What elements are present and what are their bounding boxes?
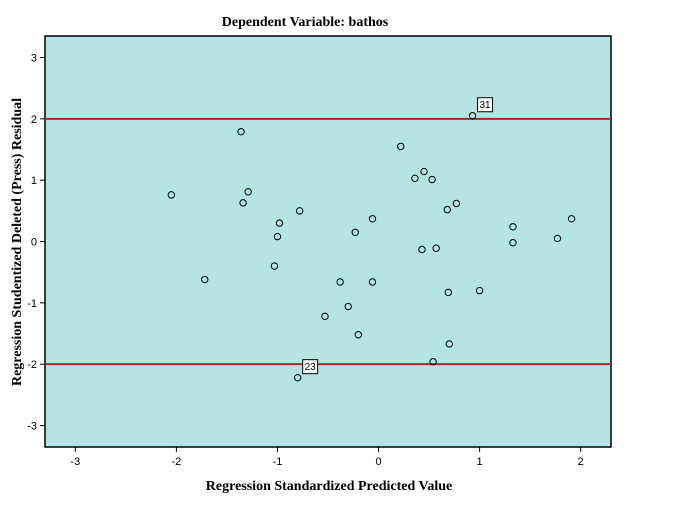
data-point — [509, 239, 517, 247]
data-point — [270, 262, 279, 270]
data-point — [397, 142, 405, 151]
data-point — [237, 127, 245, 136]
data-point — [296, 207, 304, 215]
data-point — [244, 188, 252, 196]
point-label-box: 23 — [302, 359, 319, 375]
y-tick-label: 2 — [31, 114, 37, 126]
x-tick-label: -2 — [172, 456, 182, 468]
y-tick-label: 0 — [31, 237, 37, 249]
data-point — [429, 358, 437, 366]
data-point — [275, 219, 284, 227]
point-label-text: 31 — [479, 100, 491, 111]
data-point — [420, 167, 428, 176]
data-point — [445, 340, 453, 348]
data-point — [509, 223, 517, 231]
data-point — [553, 234, 562, 243]
data-point — [336, 278, 344, 286]
data-point — [475, 286, 484, 295]
data-point — [167, 191, 176, 199]
data-point — [321, 312, 329, 321]
data-point — [344, 302, 352, 311]
data-point — [239, 199, 247, 207]
x-tick-label: 2 — [578, 456, 584, 468]
x-tick-label: -3 — [70, 456, 80, 468]
x-tick-label: 0 — [375, 456, 381, 468]
data-point — [354, 331, 363, 339]
data-point — [444, 288, 452, 297]
point-label-frame — [477, 97, 494, 113]
y-tick-label: -3 — [27, 421, 37, 433]
data-points — [167, 112, 576, 382]
data-point — [200, 275, 209, 284]
data-point — [452, 199, 461, 208]
y-tick-label: -2 — [27, 359, 37, 371]
data-point — [368, 278, 377, 286]
reference-lines — [45, 117, 611, 366]
x-axis-label: Regression Standardized Predicted Value — [206, 479, 452, 494]
x-tick-label: 1 — [477, 456, 483, 468]
data-point — [443, 205, 451, 214]
point-label-box: 31 — [477, 97, 494, 113]
point-label-frame — [302, 359, 319, 375]
data-point — [567, 215, 576, 223]
data-point — [293, 373, 302, 382]
data-point — [411, 174, 419, 183]
data-point — [418, 245, 426, 254]
point-labels: 31 23 — [302, 97, 494, 375]
data-point — [468, 112, 477, 120]
y-tick-label: 3 — [31, 52, 37, 64]
data-point — [368, 215, 377, 223]
point-label-text: 23 — [305, 362, 317, 373]
data-point — [432, 244, 440, 252]
plot-area — [44, 35, 612, 448]
y-axis-label: Regression Studentized Deleted (Press) R… — [10, 98, 25, 386]
chart-title: Dependent Variable: bathos — [222, 15, 389, 30]
x-tick-label: -1 — [273, 456, 283, 468]
y-tick-label: -1 — [27, 298, 37, 310]
y-tick-label: 1 — [31, 175, 37, 187]
data-point — [428, 175, 436, 184]
data-point — [351, 228, 359, 236]
data-point — [273, 232, 282, 241]
